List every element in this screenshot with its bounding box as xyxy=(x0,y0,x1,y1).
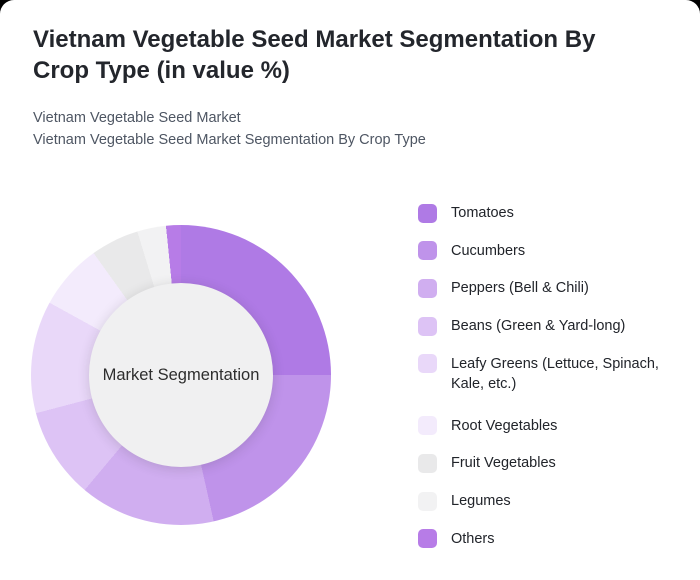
legend-swatch-icon xyxy=(418,453,437,473)
chart-title-line2: Crop Type (in value %) xyxy=(33,57,290,84)
legend-swatch-icon xyxy=(418,354,437,374)
legend-label: Cucumbers xyxy=(451,242,526,259)
legend-swatch-icon xyxy=(418,241,437,261)
legend-label: Others xyxy=(451,530,495,547)
legend-label: Fruit Vegetables xyxy=(451,455,556,472)
legend-item-beans-green-yard-long[interactable]: Beans (Green & Yard-long) xyxy=(418,316,680,336)
legend-swatch-icon xyxy=(418,491,437,511)
chart-subtitles: Vietnam Vegetable Seed Market Vietnam Ve… xyxy=(33,107,673,151)
legend-swatch-icon xyxy=(418,529,437,549)
legend-label: Beans (Green & Yard-long) xyxy=(451,318,626,335)
chart-legend: Tomatoes Cucumbers Peppers (Bell & Chili) B… xyxy=(418,203,680,567)
legend-label: Legumes xyxy=(451,493,511,510)
legend-item-leafy-greens-lettuce-spinach-kale-etc[interactable]: Leafy Greens (Lettuce, Spinach, Kale, et… xyxy=(418,354,680,394)
donut-center: Market Segmentation xyxy=(89,283,273,467)
legend-label: Tomatoes xyxy=(451,205,514,221)
legend-item-root-vegetables[interactable]: Root Vegetables xyxy=(418,416,680,436)
legend-swatch-icon xyxy=(418,416,437,436)
legend-label: Leafy Greens (Lettuce, Spinach, Kale, et… xyxy=(451,355,659,392)
legend-item-legumes[interactable]: Legumes xyxy=(418,491,680,511)
legend-item-others[interactable]: Others xyxy=(418,529,680,549)
legend-label: Root Vegetables xyxy=(451,417,558,434)
chart-title-line1: Vietnam Vegetable Seed Market Segmentati… xyxy=(33,26,596,53)
legend-item-peppers-bell-chili[interactable]: Peppers (Bell & Chili) xyxy=(418,278,680,298)
legend-swatch-icon xyxy=(418,316,437,336)
chart-subtitle-line1: Vietnam Vegetable Seed Market xyxy=(33,110,241,126)
legend-item-cucumbers[interactable]: Cucumbers xyxy=(418,241,680,261)
chart-title: Vietnam Vegetable Seed Market Segmentati… xyxy=(33,24,633,86)
legend-swatch-icon xyxy=(418,203,437,223)
legend-item-fruit-vegetables[interactable]: Fruit Vegetables xyxy=(418,453,680,473)
legend-swatch-icon xyxy=(418,278,437,298)
legend-label: Peppers (Bell & Chili) xyxy=(451,280,589,297)
chart-subtitle-line2: Vietnam Vegetable Seed Market Segmentati… xyxy=(33,132,426,148)
legend-item-tomatoes[interactable]: Tomatoes xyxy=(418,203,680,223)
donut-chart[interactable]: Market Segmentation xyxy=(31,225,331,525)
donut-center-label: Market Segmentation xyxy=(102,365,260,384)
